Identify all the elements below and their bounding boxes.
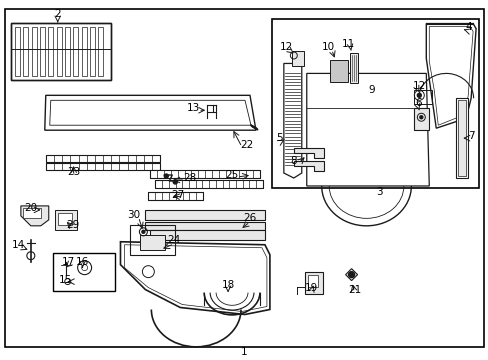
Bar [53,253,114,291]
Text: 29: 29 [66,220,79,230]
Polygon shape [306,73,428,186]
Bar [90,27,95,76]
Text: 4: 4 [465,22,471,32]
Circle shape [416,93,421,97]
Circle shape [164,174,168,178]
Polygon shape [345,269,357,280]
Bar [73,27,78,76]
Text: 28: 28 [183,173,197,183]
Text: 9: 9 [367,85,374,95]
Bar [57,27,61,76]
Bar [58,213,72,225]
Text: 11: 11 [341,39,354,49]
Bar [285,89,299,101]
Bar [130,225,175,255]
Text: 6: 6 [414,98,421,108]
Bar [11,23,110,80]
Text: 23: 23 [67,167,80,177]
Bar [329,60,347,82]
Circle shape [173,180,177,184]
Text: 22: 22 [240,140,253,150]
Text: 19: 19 [305,283,318,293]
Text: 8: 8 [290,156,297,166]
Bar [413,108,428,130]
Bar [23,208,41,218]
Text: 1: 1 [240,347,247,357]
Bar [40,27,45,76]
Bar [285,137,299,149]
Text: 2: 2 [54,9,61,19]
Bar [150,230,264,240]
Bar [455,98,467,178]
Text: 17: 17 [62,257,75,267]
Circle shape [348,272,354,278]
Bar [457,100,465,176]
Bar [140,235,165,250]
Text: 5: 5 [276,133,283,143]
Text: 12: 12 [412,81,425,91]
Text: 30: 30 [126,210,140,220]
Bar [331,62,345,80]
Bar [291,50,303,67]
Bar [15,27,20,76]
Bar [55,210,77,230]
Text: 21: 21 [347,284,361,294]
Bar [23,27,28,76]
Bar [413,90,431,104]
Polygon shape [293,161,323,171]
Text: 7: 7 [467,131,473,141]
Bar [145,222,264,230]
Bar [271,19,478,188]
Bar [285,105,299,117]
Text: 26: 26 [243,213,256,223]
Polygon shape [45,95,255,130]
Bar [32,27,37,76]
Polygon shape [283,63,301,178]
Bar [285,153,299,165]
Bar [150,170,260,178]
Text: 24: 24 [167,235,181,245]
Bar [285,73,299,85]
Bar [304,272,322,293]
Text: 27: 27 [171,190,184,200]
Bar [307,275,317,287]
Bar [65,27,70,76]
Text: 16: 16 [76,257,89,267]
Text: 12: 12 [280,41,293,51]
Circle shape [419,116,422,119]
Text: 25: 25 [225,170,238,180]
Text: 3: 3 [375,187,382,197]
Text: 20: 20 [24,203,37,213]
Text: 14: 14 [12,240,25,250]
Circle shape [142,230,144,233]
Text: 15: 15 [59,275,72,285]
Bar [285,121,299,133]
Polygon shape [293,148,323,158]
Polygon shape [426,24,475,128]
Bar [46,163,160,170]
Polygon shape [21,206,49,226]
Bar [48,27,53,76]
Bar [81,27,86,76]
Bar [349,54,357,84]
Bar [98,27,103,76]
Text: 13: 13 [186,103,200,113]
Text: 18: 18 [221,280,234,289]
Bar [11,23,110,80]
Polygon shape [120,242,269,315]
Bar [148,192,203,200]
Bar [155,180,263,188]
Text: 10: 10 [322,41,335,51]
Bar [46,155,160,162]
Bar [145,210,264,220]
